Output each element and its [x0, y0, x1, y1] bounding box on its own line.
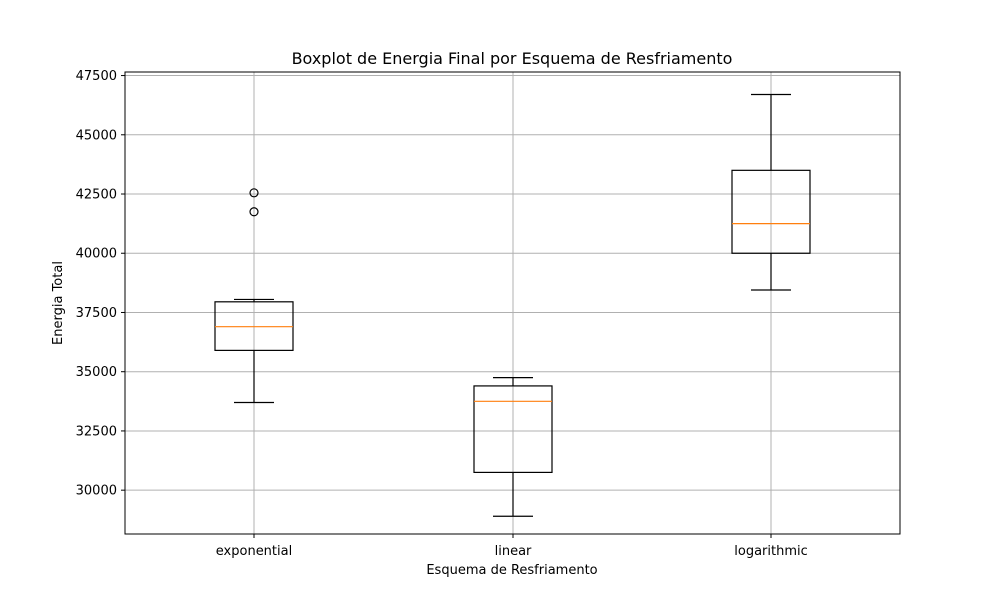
- box-group-logarithmic: [731, 93, 811, 291]
- chart-title: Boxplot de Energia Final por Esquema de …: [292, 49, 733, 68]
- x-tick-label: linear: [495, 544, 532, 559]
- iqr-box: [473, 385, 553, 473]
- tick-layer: 30000 32500 35000 37500 40000 42500 45000 47500…: [76, 69, 808, 559]
- iqr-box: [731, 169, 811, 254]
- grid-layer: [125, 72, 900, 534]
- box-group-linear: [473, 377, 553, 517]
- box-layer: [214, 93, 811, 517]
- y-tick-label: 47500: [76, 69, 117, 84]
- y-tick-label: 45000: [76, 128, 117, 143]
- y-tick-label: 37500: [76, 306, 117, 321]
- outlier-point: [249, 188, 259, 198]
- x-tick-label: logarithmic: [734, 544, 808, 559]
- y-tick-label: 30000: [76, 484, 117, 499]
- x-axis-label: Esquema de Resfriamento: [426, 563, 597, 578]
- y-axis-label: Energia Total: [51, 261, 66, 345]
- y-tick-label: 40000: [76, 247, 117, 262]
- y-tick-label: 42500: [76, 188, 117, 203]
- box-group-exponential: [214, 188, 294, 404]
- y-tick-label: 35000: [76, 365, 117, 380]
- y-tick-label: 32500: [76, 424, 117, 439]
- x-tick-label: exponential: [216, 544, 292, 559]
- outlier-point: [249, 207, 259, 217]
